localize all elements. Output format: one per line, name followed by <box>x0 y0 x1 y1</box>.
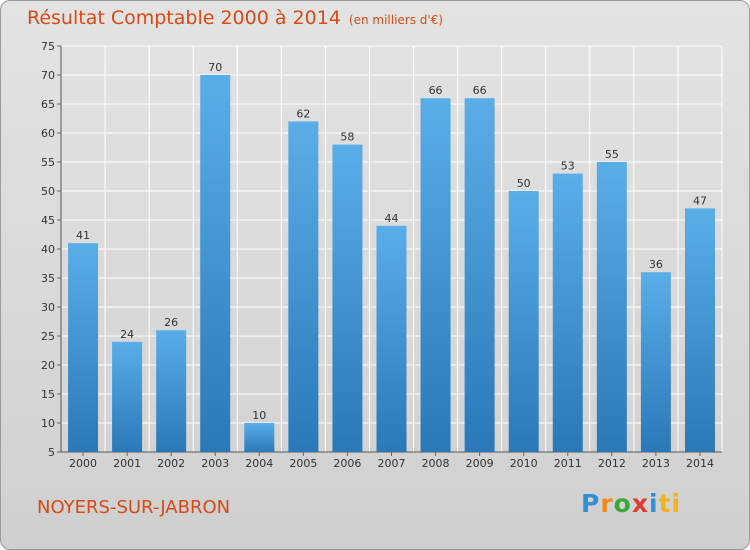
logo-letter: i <box>649 489 659 518</box>
bar-value-label: 47 <box>693 194 707 207</box>
y-tick-label: 65 <box>41 98 55 111</box>
bar-value-label: 58 <box>340 131 354 144</box>
x-tick-label: 2004 <box>245 457 273 470</box>
x-tick-label: 2001 <box>113 457 141 470</box>
bar <box>200 75 231 452</box>
y-tick-label: 40 <box>41 243 55 256</box>
x-tick-label: 2005 <box>289 457 317 470</box>
bar-value-label: 66 <box>429 84 443 97</box>
town-name: NOYERS-SUR-JABRON <box>37 497 231 518</box>
bar-value-label: 44 <box>385 212 399 225</box>
bar-value-label: 55 <box>605 148 619 161</box>
x-tick-label: 2014 <box>686 457 714 470</box>
y-tick-label: 45 <box>41 214 55 227</box>
logo-letter: o <box>613 489 632 518</box>
y-tick-label: 75 <box>41 40 55 53</box>
proxiti-logo[interactable]: Proxiti <box>581 489 681 518</box>
bar-value-label: 26 <box>164 316 178 329</box>
bar <box>288 121 319 453</box>
chart-title-text: Résultat Comptable 2000 à 2014 <box>27 7 341 29</box>
y-tick-label: 60 <box>41 127 55 140</box>
x-tick-label: 2012 <box>598 457 626 470</box>
bar <box>596 162 627 452</box>
bar <box>552 173 583 452</box>
x-tick-label: 2000 <box>69 457 97 470</box>
x-tick-label: 2007 <box>378 457 406 470</box>
bar-value-label: 41 <box>76 229 90 242</box>
x-tick-label: 2008 <box>422 457 450 470</box>
bar <box>508 191 539 452</box>
chart-unit-note: (en milliers d'€) <box>348 13 444 27</box>
chart-title: Résultat Comptable 2000 à 2014 (en millie… <box>27 7 443 29</box>
bar-value-label: 62 <box>296 107 310 120</box>
x-tick-label: 2003 <box>201 457 229 470</box>
y-tick-label: 35 <box>41 272 55 285</box>
logo-letter: ti <box>658 489 682 518</box>
bar <box>68 243 99 452</box>
bar-value-label: 10 <box>252 409 266 422</box>
y-tick-label: 5 <box>48 446 55 459</box>
bar <box>112 341 143 452</box>
x-tick-label: 2011 <box>554 457 582 470</box>
x-tick-label: 2013 <box>642 457 670 470</box>
bar-value-label: 70 <box>208 61 222 74</box>
bar-value-label: 53 <box>561 160 575 173</box>
bar <box>376 225 407 452</box>
logo-letter: r <box>600 489 614 518</box>
x-tick-label: 2002 <box>157 457 185 470</box>
y-tick-label: 25 <box>41 330 55 343</box>
y-tick-label: 70 <box>41 69 55 82</box>
y-tick-label: 20 <box>41 359 55 372</box>
bar <box>640 272 671 452</box>
y-tick-label: 55 <box>41 156 55 169</box>
y-tick-label: 10 <box>41 417 55 430</box>
logo-letter: P <box>581 489 601 518</box>
x-tick-label: 2010 <box>510 457 538 470</box>
x-tick-label: 2009 <box>466 457 494 470</box>
x-tick-label: 2006 <box>333 457 361 470</box>
y-tick-label: 30 <box>41 301 55 314</box>
bar-value-label: 24 <box>120 328 134 341</box>
bar <box>156 330 187 452</box>
bar <box>332 144 363 452</box>
bar <box>244 423 275 452</box>
bar <box>464 98 495 452</box>
y-tick-label: 50 <box>41 185 55 198</box>
bar <box>684 208 715 452</box>
bar-value-label: 66 <box>473 84 487 97</box>
y-tick-label: 15 <box>41 388 55 401</box>
bar-value-label: 50 <box>517 177 531 190</box>
bar-value-label: 36 <box>649 258 663 271</box>
bar <box>420 98 451 452</box>
logo-letter: x <box>631 489 649 518</box>
